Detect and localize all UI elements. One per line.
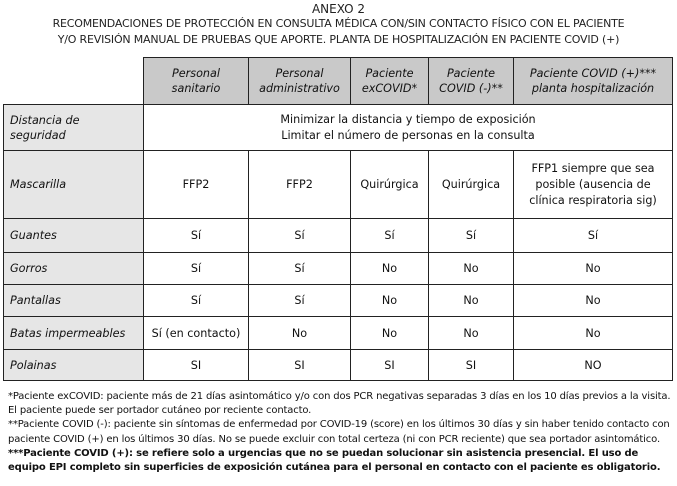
table-row: Guantes Sí Sí Sí Sí Sí: [3, 218, 673, 253]
table-row: Mascarilla FFP2 FFP2 Quirúrgica Quirúrgi…: [3, 150, 673, 219]
subtitle-line: RECOMENDACIONES DE PROTECCIÓN EN CONSULT…: [52, 17, 625, 30]
table-cell: SI: [248, 349, 351, 381]
table-cell: FFP1 siempre que sea posible (ausencia de…: [513, 150, 673, 219]
table-cell: Sí: [248, 218, 351, 253]
table-row: Distancia de seguridad Minimizar la dista…: [3, 104, 673, 151]
document-subtitle: RECOMENDACIONES DE PROTECCIÓN EN CONSULT…: [0, 16, 677, 48]
row-label: Batas impermeables: [3, 316, 144, 350]
table-cell: Sí: [143, 252, 249, 285]
table-cell: NO: [513, 349, 673, 381]
row-label: Mascarilla: [3, 150, 144, 219]
table-cell: No: [428, 284, 514, 317]
table-cell: Sí: [143, 284, 249, 317]
col-header: Paciente COVID (-)**: [428, 57, 514, 105]
footnote: *Paciente exCOVID: paciente más de 21 dí…: [8, 391, 671, 417]
annex-title: ANEXO 2: [311, 2, 366, 16]
header-row: Personal sanitario Personal administrativo…: [3, 57, 673, 105]
table-cell: Sí: [428, 218, 514, 253]
col-header: Personal administrativo: [248, 57, 351, 105]
table-cell: No: [428, 316, 514, 350]
table-cell: Sí: [513, 218, 673, 253]
row-label: Distancia de seguridad: [3, 104, 144, 151]
table-row: Polainas SI SI SI SI NO: [3, 349, 673, 381]
col-header: Personal sanitario: [143, 57, 249, 105]
table-cell: SI: [143, 349, 249, 381]
footnotes: *Paciente exCOVID: paciente más de 21 dí…: [8, 390, 673, 475]
table-cell: No: [350, 316, 429, 350]
table-row: Gorros Sí Sí No No No: [3, 252, 673, 285]
table-cell: Quirúrgica: [350, 150, 429, 219]
table-cell: No: [350, 284, 429, 317]
table-cell: SI: [428, 349, 514, 381]
table-cell: FFP2: [143, 150, 249, 219]
table-cell: Sí: [143, 218, 249, 253]
table-cell: No: [248, 316, 351, 350]
table-cell: Minimizar la distancia y tiempo de expos…: [143, 104, 673, 151]
table-row: Batas impermeables Sí (en contacto) No No No…: [3, 316, 673, 350]
table-cell: SI: [350, 349, 429, 381]
table-cell: No: [513, 316, 673, 350]
row-label: Pantallas: [3, 284, 144, 317]
table-cell: Sí: [248, 284, 351, 317]
table-cell: Sí: [248, 252, 351, 285]
table-row: Pantallas Sí Sí No No No: [3, 284, 673, 317]
table-cell: No: [513, 284, 673, 317]
row-label: Guantes: [3, 218, 144, 253]
table-cell: FFP2: [248, 150, 351, 219]
footnote: ***Paciente COVID (+): se refiere solo a…: [8, 447, 661, 474]
protection-table: Personal sanitario Personal administrativo…: [3, 57, 673, 381]
col-header: Paciente exCOVID*: [350, 57, 429, 105]
table-cell: Sí: [350, 218, 429, 253]
table-cell: No: [513, 252, 673, 285]
footnote: **Paciente COVID (-): paciente sin sínto…: [8, 419, 670, 445]
table-cell: Quirúrgica: [428, 150, 514, 219]
col-header: Paciente COVID (+)*** planta hospitalizac…: [513, 57, 673, 105]
row-label: Polainas: [3, 349, 144, 381]
empty-corner: [3, 57, 144, 105]
table-cell: No: [428, 252, 514, 285]
row-label: Gorros: [3, 252, 144, 285]
table-cell: Sí (en contacto): [143, 316, 249, 350]
subtitle-line: Y/O REVISIÓN MANUAL DE PRUEBAS QUE APORT…: [57, 33, 620, 46]
table-cell: No: [350, 252, 429, 285]
